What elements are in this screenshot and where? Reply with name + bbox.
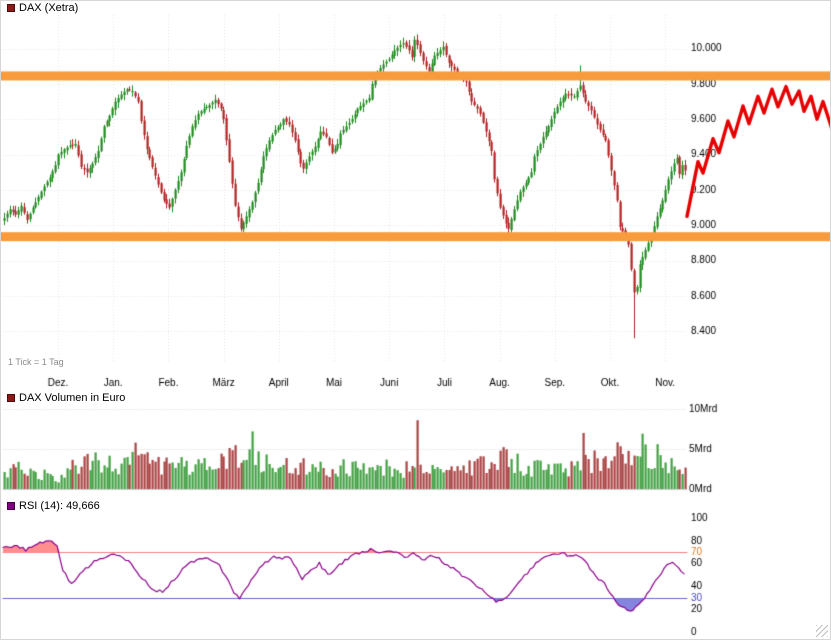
price-series-legend-swatch [7,4,15,12]
volume-panel-title: DAX Volumen in Euro [7,392,125,404]
rsi-panel-title-text: RSI (14): 49,666 [19,500,100,512]
resize-grip-icon[interactable] [816,625,828,637]
rsi-series-legend-swatch [7,502,15,510]
volume-series-legend-swatch [7,394,15,402]
price-panel-title-text: DAX (Xetra) [19,2,79,14]
volume-panel-title-text: DAX Volumen in Euro [19,392,126,404]
rsi-panel-title: RSI (14): 49,666 [7,500,100,512]
price-panel-title: DAX (Xetra) [7,2,78,14]
tick-interval-note: 1 Tick = 1 Tag [8,357,64,367]
